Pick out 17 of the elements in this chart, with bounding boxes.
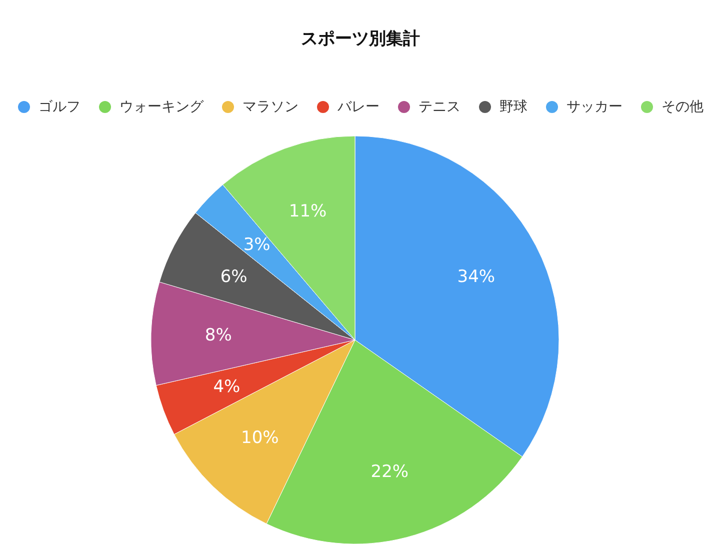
data-label: 3% xyxy=(243,234,270,255)
data-label: 10% xyxy=(241,428,279,448)
data-label: 4% xyxy=(213,377,240,398)
legend-label: 野球 xyxy=(500,98,528,116)
legend-label: マラソン xyxy=(242,98,298,116)
legend-label: サッカー xyxy=(566,98,622,116)
data-label: 6% xyxy=(220,266,248,287)
legend-label: バレー xyxy=(338,98,380,116)
legend-label: ウォーキング xyxy=(120,98,204,116)
legend-label: テニス xyxy=(418,98,460,116)
data-label: 11% xyxy=(288,202,327,222)
data-label: 22% xyxy=(370,462,409,482)
data-label: 34% xyxy=(457,266,496,287)
chart-title: スポーツ別集計 xyxy=(300,28,421,50)
legend-label: ゴルフ xyxy=(38,98,80,116)
legend-label: その他 xyxy=(662,98,704,116)
data-label: 8% xyxy=(204,326,232,346)
